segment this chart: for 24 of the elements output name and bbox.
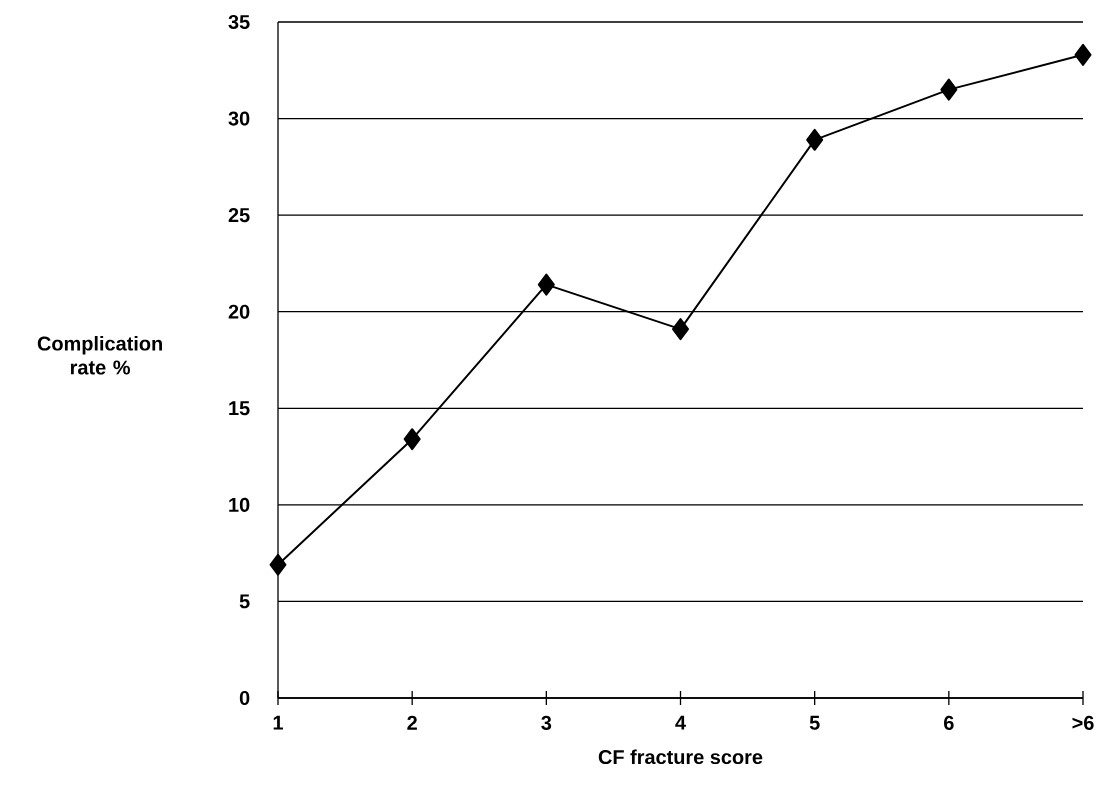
x-tick-label: 3 xyxy=(541,715,552,730)
point xyxy=(940,78,958,101)
point xyxy=(269,553,287,576)
x-tick-label: 4 xyxy=(675,715,686,730)
x-axis-title: CF fracture score xyxy=(598,749,763,765)
x-tick-label: 2 xyxy=(407,715,417,730)
point xyxy=(537,273,555,296)
x-tick-label: 5 xyxy=(809,715,820,730)
y-tick-label: 20 xyxy=(228,304,250,319)
y-tick-label: 25 xyxy=(228,208,250,223)
y-tick-label: 30 xyxy=(228,111,250,126)
y-tick-label: 10 xyxy=(229,497,250,512)
x-tick-label: 1 xyxy=(273,715,283,730)
y-tick-label: 0 xyxy=(239,690,250,706)
y-tick-label: 15 xyxy=(229,401,250,416)
y-axis-title: Complication rate % xyxy=(37,335,162,375)
x-tick-label: >6 xyxy=(1072,715,1094,730)
point xyxy=(403,428,421,451)
x-tick-label: 6 xyxy=(944,715,954,730)
y-tick-label: 5 xyxy=(239,594,250,609)
y-tick-label: 35 xyxy=(228,14,250,30)
point xyxy=(672,318,689,341)
point xyxy=(806,128,824,151)
point xyxy=(1074,43,1092,66)
